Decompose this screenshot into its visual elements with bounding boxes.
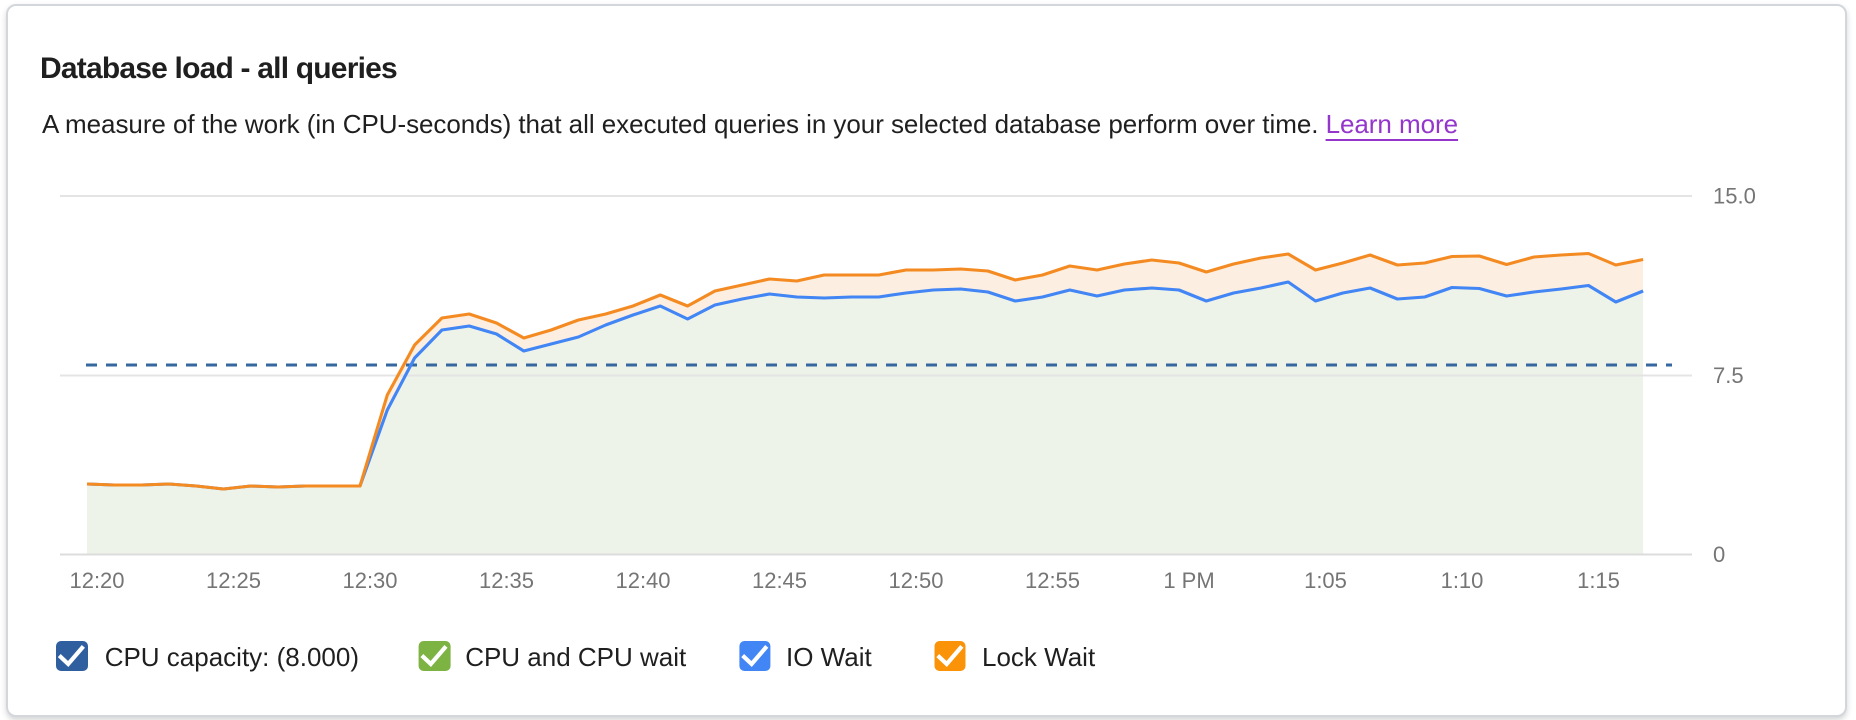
svg-text:1 PM: 1 PM [1163,568,1214,593]
svg-text:CPU capacity: (8.000): CPU capacity: (8.000) [105,642,359,672]
svg-text:12:55: 12:55 [1025,568,1080,593]
svg-text:7.5: 7.5 [1713,363,1744,388]
svg-text:1:05: 1:05 [1304,568,1347,593]
svg-text:12:40: 12:40 [615,568,670,593]
svg-text:15.0: 15.0 [1713,184,1756,209]
svg-text:12:35: 12:35 [479,568,534,593]
svg-text:1:15: 1:15 [1577,568,1620,593]
svg-text:12:20: 12:20 [69,568,124,593]
svg-text:12:45: 12:45 [752,568,807,593]
svg-text:0: 0 [1713,542,1725,567]
svg-text:IO Wait: IO Wait [786,642,872,672]
svg-text:CPU and CPU wait: CPU and CPU wait [465,642,687,672]
svg-text:1:10: 1:10 [1441,568,1484,593]
svg-text:Lock Wait: Lock Wait [982,642,1096,672]
svg-text:12:30: 12:30 [342,568,397,593]
svg-text:12:25: 12:25 [206,568,261,593]
svg-text:12:50: 12:50 [888,568,943,593]
